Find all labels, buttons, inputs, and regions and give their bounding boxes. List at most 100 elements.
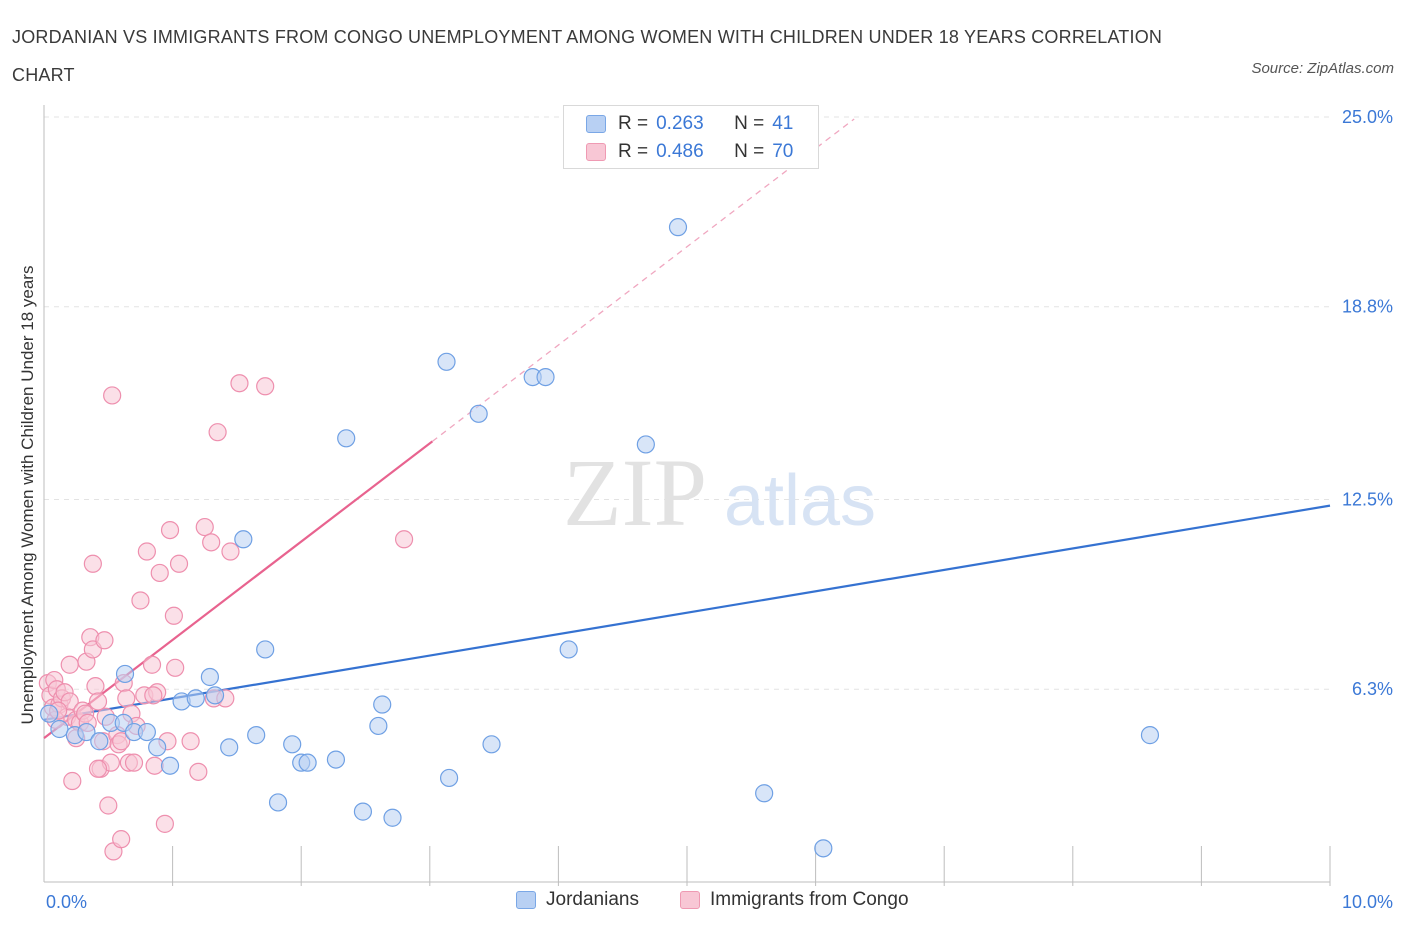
- congo-point: [112, 732, 131, 751]
- congo-point: [112, 830, 131, 849]
- congo-point: [155, 814, 174, 833]
- y-tick-label: 6.3%: [1352, 679, 1393, 699]
- legend-label-congo: Immigrants from Congo: [710, 889, 909, 910]
- congo-point: [99, 796, 118, 815]
- jordanian-point: [40, 704, 59, 723]
- legend-row-jordanians: R = 0.263 N = 41: [586, 111, 793, 137]
- congo-point: [256, 377, 275, 396]
- jordanian-point: [200, 667, 219, 687]
- congo-point: [103, 386, 122, 405]
- jordanians-swatch: [586, 115, 606, 133]
- congo-point: [88, 759, 108, 778]
- jordanian-point: [1140, 726, 1160, 745]
- watermark-zip: ZIP: [563, 439, 707, 546]
- data-points: [38, 218, 1160, 861]
- jordanian-point: [383, 808, 402, 827]
- jordanian-point: [115, 664, 135, 684]
- congo-point: [160, 520, 180, 540]
- n-value: 41: [772, 113, 794, 134]
- r-label: R =: [618, 113, 649, 134]
- legend-item-congo[interactable]: Immigrants from Congo: [680, 889, 909, 911]
- congo-point: [394, 530, 414, 549]
- congo-point: [142, 655, 162, 674]
- jordanian-point: [90, 732, 109, 751]
- jordanian-point: [283, 735, 302, 754]
- congo-point: [166, 658, 185, 677]
- n-label: N =: [734, 113, 765, 134]
- legend-item-jordanians[interactable]: Jordanians: [516, 889, 639, 911]
- congo-point: [164, 606, 183, 625]
- jordanians-swatch: [516, 891, 536, 909]
- jordanian-point: [298, 753, 317, 772]
- y-tick-labels: 6.3% 12.5% 18.8% 25.0%: [1342, 107, 1393, 699]
- jordanian-point: [247, 726, 266, 745]
- congo-point: [195, 517, 214, 537]
- trend-line-jordanians: [43, 504, 1331, 721]
- congo-point: [189, 762, 208, 781]
- legend-row-congo: R = 0.486 N = 70: [586, 139, 793, 165]
- jordanian-point: [137, 722, 156, 742]
- jordanian-point: [337, 429, 356, 448]
- jordanian-point: [559, 640, 578, 659]
- congo-point: [60, 655, 79, 674]
- jordanian-point: [220, 738, 239, 757]
- jordanian-point: [536, 368, 555, 387]
- n-value: 70: [772, 141, 794, 162]
- gridlines: [44, 116, 1330, 690]
- jordanian-point: [636, 435, 655, 454]
- trend-line-extension: [431, 118, 855, 442]
- y-tick-label: 25.0%: [1342, 107, 1393, 127]
- congo-point: [150, 563, 169, 583]
- jordanian-point: [814, 839, 833, 858]
- legend-label-jordanians: Jordanians: [546, 889, 639, 910]
- congo-point: [86, 677, 105, 696]
- trend-line-congo: [43, 440, 434, 740]
- r-value: 0.486: [656, 141, 704, 162]
- congo-point: [83, 554, 102, 573]
- jordanian-point: [353, 802, 373, 821]
- r-label: R =: [618, 141, 649, 162]
- congo-point: [131, 591, 150, 610]
- congo-point: [63, 771, 82, 791]
- jordanian-point: [77, 722, 96, 742]
- congo-point: [137, 542, 156, 561]
- congo-swatch: [680, 891, 700, 909]
- jordanian-point: [755, 784, 774, 803]
- x-tick-label-max: 10.0%: [1342, 892, 1393, 912]
- source-label: Source: ZipAtlas.com: [1251, 60, 1394, 77]
- trend-lines: [43, 118, 1331, 740]
- x-tick-labels: 0.0% 10.0%: [46, 892, 1393, 912]
- jordanian-point: [160, 756, 180, 775]
- jordanian-point: [205, 686, 225, 705]
- y-tick-label: 18.8%: [1342, 297, 1393, 317]
- jordanian-point: [186, 689, 205, 708]
- jordanian-point: [482, 735, 501, 754]
- jordanian-point: [439, 768, 459, 788]
- r-value: 0.263: [656, 113, 704, 134]
- n-label: N =: [734, 141, 765, 162]
- jordanian-point: [437, 352, 456, 371]
- series-legend: Jordanians Immigrants from Congo: [0, 889, 1406, 915]
- jordanian-point: [148, 738, 167, 757]
- y-axis-label: Unemployment Among Women with Children U…: [18, 265, 37, 725]
- jordanian-point: [256, 640, 275, 659]
- congo-point: [124, 753, 144, 772]
- congo-point: [202, 533, 221, 552]
- jordanian-point: [469, 404, 488, 423]
- jordanian-point: [268, 793, 288, 812]
- jordanian-point: [234, 530, 253, 549]
- watermark: ZIP atlas: [563, 439, 876, 546]
- jordanian-point: [50, 719, 69, 739]
- congo-point: [95, 631, 114, 650]
- x-tick-label-min: 0.0%: [46, 892, 87, 912]
- jordanian-point: [668, 218, 688, 237]
- congo-point: [88, 692, 108, 711]
- congo-point: [208, 423, 227, 442]
- congo-point: [144, 686, 163, 705]
- congo-point: [117, 689, 136, 708]
- jordanian-point: [369, 716, 388, 736]
- jordanian-point: [326, 750, 346, 769]
- congo-point: [221, 542, 240, 561]
- congo-point: [181, 732, 200, 751]
